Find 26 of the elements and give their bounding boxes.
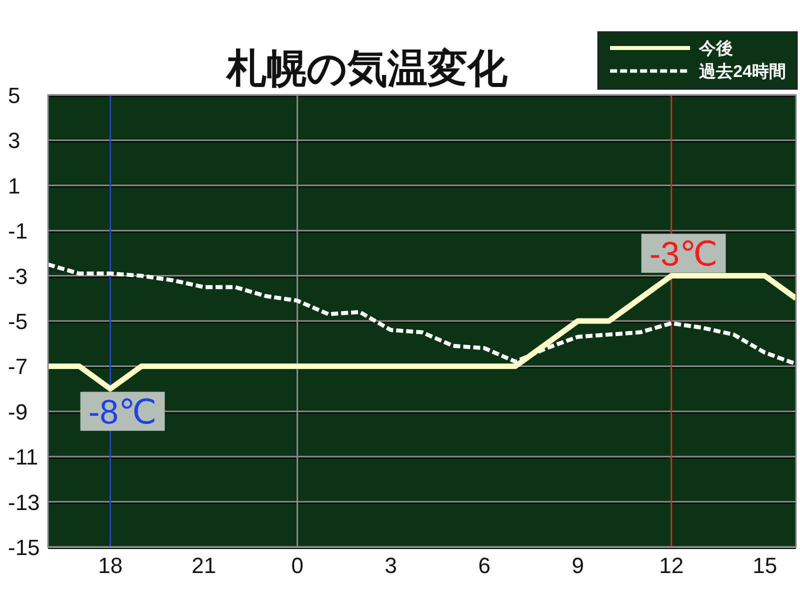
x-tick-label: 9 (572, 553, 584, 578)
x-tick-label: 21 (192, 553, 216, 578)
chart-title: 札幌の気温変化 (226, 47, 508, 91)
y-tick-label: -11 (8, 444, 38, 470)
x-tick-label: 15 (752, 553, 778, 578)
y-tick-label: 5 (8, 83, 20, 108)
legend-label: 今後 (698, 39, 734, 58)
y-tick-label: 1 (8, 173, 20, 198)
x-tick-label: 18 (98, 553, 123, 578)
x-tick-label: 0 (291, 553, 304, 578)
annotation: -8℃ (80, 392, 165, 432)
y-tick-label: -15 (8, 535, 40, 560)
y-tick-label: -3 (8, 264, 28, 289)
x-tick-label: 12 (659, 553, 684, 578)
y-tick-label: -9 (8, 399, 28, 424)
annotation: -3℃ (649, 235, 718, 274)
y-tick-label: 3 (8, 128, 20, 154)
x-tick-label: 6 (478, 553, 490, 578)
annotation: -3℃ (641, 234, 726, 274)
y-tick-label: -7 (8, 354, 28, 380)
y-tick-label: -5 (8, 309, 28, 334)
x-tick-label: 3 (384, 553, 397, 578)
y-tick-label: -13 (8, 490, 40, 515)
annotation: -8℃ (88, 393, 157, 432)
legend-label: 過去24時間 (698, 62, 786, 81)
y-tick-label: -1 (8, 218, 28, 244)
